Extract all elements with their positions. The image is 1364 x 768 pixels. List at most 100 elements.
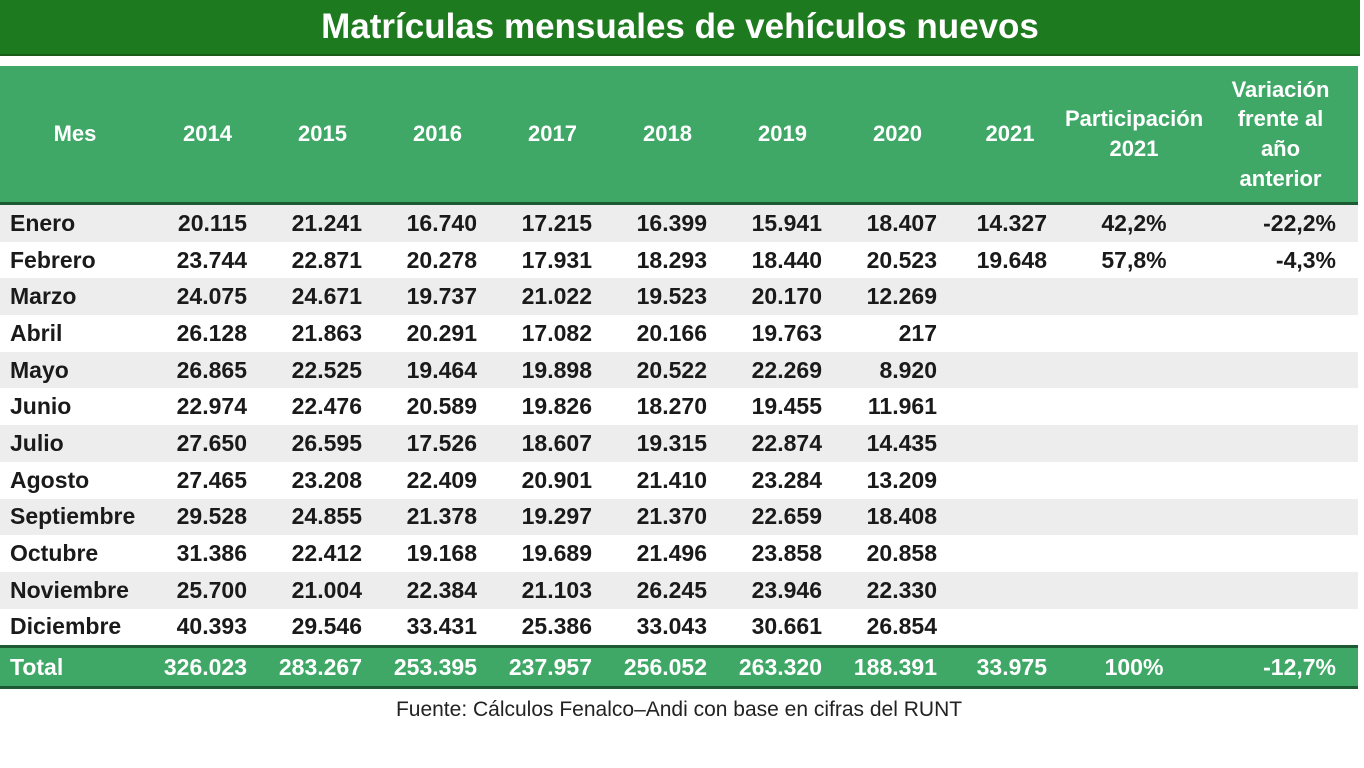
col-header-year: 2017 bbox=[495, 66, 610, 205]
value-cell bbox=[955, 461, 1065, 499]
value-cell: 29.546 bbox=[265, 608, 380, 647]
value-cell: 26.865 bbox=[150, 351, 265, 389]
participacion-cell bbox=[1065, 498, 1203, 536]
total-cell: 263.320 bbox=[725, 645, 840, 690]
total-variacion: -12,7% bbox=[1203, 645, 1358, 690]
value-cell: 26.854 bbox=[840, 608, 955, 647]
value-cell: 18.408 bbox=[840, 498, 955, 536]
source-note: Fuente: Cálculos Fenalco–Andi con base e… bbox=[395, 698, 963, 721]
value-cell: 22.412 bbox=[265, 535, 380, 572]
month-cell: Octubre bbox=[0, 535, 150, 572]
month-cell: Junio bbox=[0, 388, 150, 426]
header-row: Mes 2014 2015 2016 2017 2018 2019 2020 2… bbox=[0, 66, 1358, 205]
col-header-year: 2018 bbox=[610, 66, 725, 205]
month-cell: Abril bbox=[0, 315, 150, 352]
month-cell: Enero bbox=[0, 203, 150, 242]
value-cell: 22.871 bbox=[265, 241, 380, 279]
month-cell: Marzo bbox=[0, 278, 150, 316]
value-cell: 19.689 bbox=[495, 535, 610, 572]
month-cell: Febrero bbox=[0, 241, 150, 279]
value-cell: 18.293 bbox=[610, 241, 725, 279]
col-header-year: 2019 bbox=[725, 66, 840, 205]
value-cell: 20.166 bbox=[610, 315, 725, 352]
value-cell: 21.496 bbox=[610, 535, 725, 572]
value-cell: 21.410 bbox=[610, 461, 725, 499]
value-cell bbox=[955, 425, 1065, 462]
value-cell: 22.659 bbox=[725, 498, 840, 536]
value-cell: 19.763 bbox=[725, 315, 840, 352]
value-cell: 15.941 bbox=[725, 203, 840, 242]
month-cell: Agosto bbox=[0, 461, 150, 499]
value-cell: 20.115 bbox=[150, 203, 265, 242]
value-cell: 19.737 bbox=[380, 278, 495, 316]
value-cell bbox=[955, 351, 1065, 389]
value-cell: 24.075 bbox=[150, 278, 265, 316]
value-cell: 21.022 bbox=[495, 278, 610, 316]
value-cell: 27.650 bbox=[150, 425, 265, 462]
value-cell: 18.607 bbox=[495, 425, 610, 462]
variacion-cell bbox=[1203, 388, 1358, 426]
value-cell: 23.858 bbox=[725, 535, 840, 572]
value-cell: 27.465 bbox=[150, 461, 265, 499]
variacion-cell bbox=[1203, 351, 1358, 389]
value-cell bbox=[955, 498, 1065, 536]
variacion-cell bbox=[1203, 535, 1358, 572]
variacion-cell: -4,3% bbox=[1203, 241, 1358, 279]
total-row: Total 326.023 283.267 253.395 237.957 25… bbox=[0, 645, 1358, 690]
month-cell: Diciembre bbox=[0, 608, 150, 647]
value-cell: 18.407 bbox=[840, 203, 955, 242]
value-cell: 19.826 bbox=[495, 388, 610, 426]
value-cell bbox=[955, 535, 1065, 572]
table-row: Octubre 31.386 22.412 19.168 19.689 21.496 23.… bbox=[0, 535, 1358, 572]
participacion-cell bbox=[1065, 535, 1203, 572]
value-cell: 30.661 bbox=[725, 608, 840, 647]
month-cell: Mayo bbox=[0, 351, 150, 389]
col-header-mes: Mes bbox=[0, 66, 150, 205]
value-cell: 24.855 bbox=[265, 498, 380, 536]
total-participacion: 100% bbox=[1065, 645, 1203, 690]
value-cell: 18.440 bbox=[725, 241, 840, 279]
value-cell: 22.476 bbox=[265, 388, 380, 426]
value-cell: 22.525 bbox=[265, 351, 380, 389]
value-cell: 21.241 bbox=[265, 203, 380, 242]
value-cell: 21.103 bbox=[495, 571, 610, 609]
header-line: 2021 bbox=[1109, 136, 1159, 161]
value-cell: 33.043 bbox=[610, 608, 725, 647]
value-cell: 25.386 bbox=[495, 608, 610, 647]
total-cell: 326.023 bbox=[150, 645, 265, 690]
value-cell: 21.378 bbox=[380, 498, 495, 536]
value-cell: 21.863 bbox=[265, 315, 380, 352]
value-cell: 40.393 bbox=[150, 608, 265, 647]
value-cell: 21.370 bbox=[610, 498, 725, 536]
col-header-variacion: Variación frente al año anterior bbox=[1203, 66, 1358, 205]
participacion-cell bbox=[1065, 571, 1203, 609]
chart-title: Matrículas mensuales de vehículos nuevos bbox=[0, 0, 1360, 56]
total-cell: 188.391 bbox=[840, 645, 955, 690]
value-cell: 26.595 bbox=[265, 425, 380, 462]
value-cell: 23.284 bbox=[725, 461, 840, 499]
value-cell: 18.270 bbox=[610, 388, 725, 426]
table-row: Marzo 24.075 24.671 19.737 21.022 19.523 20.17… bbox=[0, 278, 1358, 316]
table-row: Diciembre 40.393 29.546 33.431 25.386 33.043 3… bbox=[0, 608, 1358, 647]
col-header-participacion: Participación 2021 bbox=[1065, 66, 1203, 205]
value-cell bbox=[955, 278, 1065, 316]
participacion-cell bbox=[1065, 461, 1203, 499]
value-cell bbox=[955, 608, 1065, 647]
value-cell: 22.409 bbox=[380, 461, 495, 499]
col-header-year: 2014 bbox=[150, 66, 265, 205]
participacion-cell bbox=[1065, 315, 1203, 352]
table-row: Febrero 23.744 22.871 20.278 17.931 18.293 18.… bbox=[0, 241, 1358, 279]
total-label: Total bbox=[0, 645, 150, 690]
participacion-cell: 57,8% bbox=[1065, 241, 1203, 279]
value-cell: 20.170 bbox=[725, 278, 840, 316]
col-header-year: 2021 bbox=[955, 66, 1065, 205]
value-cell: 19.523 bbox=[610, 278, 725, 316]
value-cell: 17.526 bbox=[380, 425, 495, 462]
value-cell: 31.386 bbox=[150, 535, 265, 572]
value-cell: 11.961 bbox=[840, 388, 955, 426]
value-cell: 22.874 bbox=[725, 425, 840, 462]
participacion-cell bbox=[1065, 388, 1203, 426]
value-cell: 23.946 bbox=[725, 571, 840, 609]
value-cell: 21.004 bbox=[265, 571, 380, 609]
value-cell: 217 bbox=[840, 315, 955, 352]
